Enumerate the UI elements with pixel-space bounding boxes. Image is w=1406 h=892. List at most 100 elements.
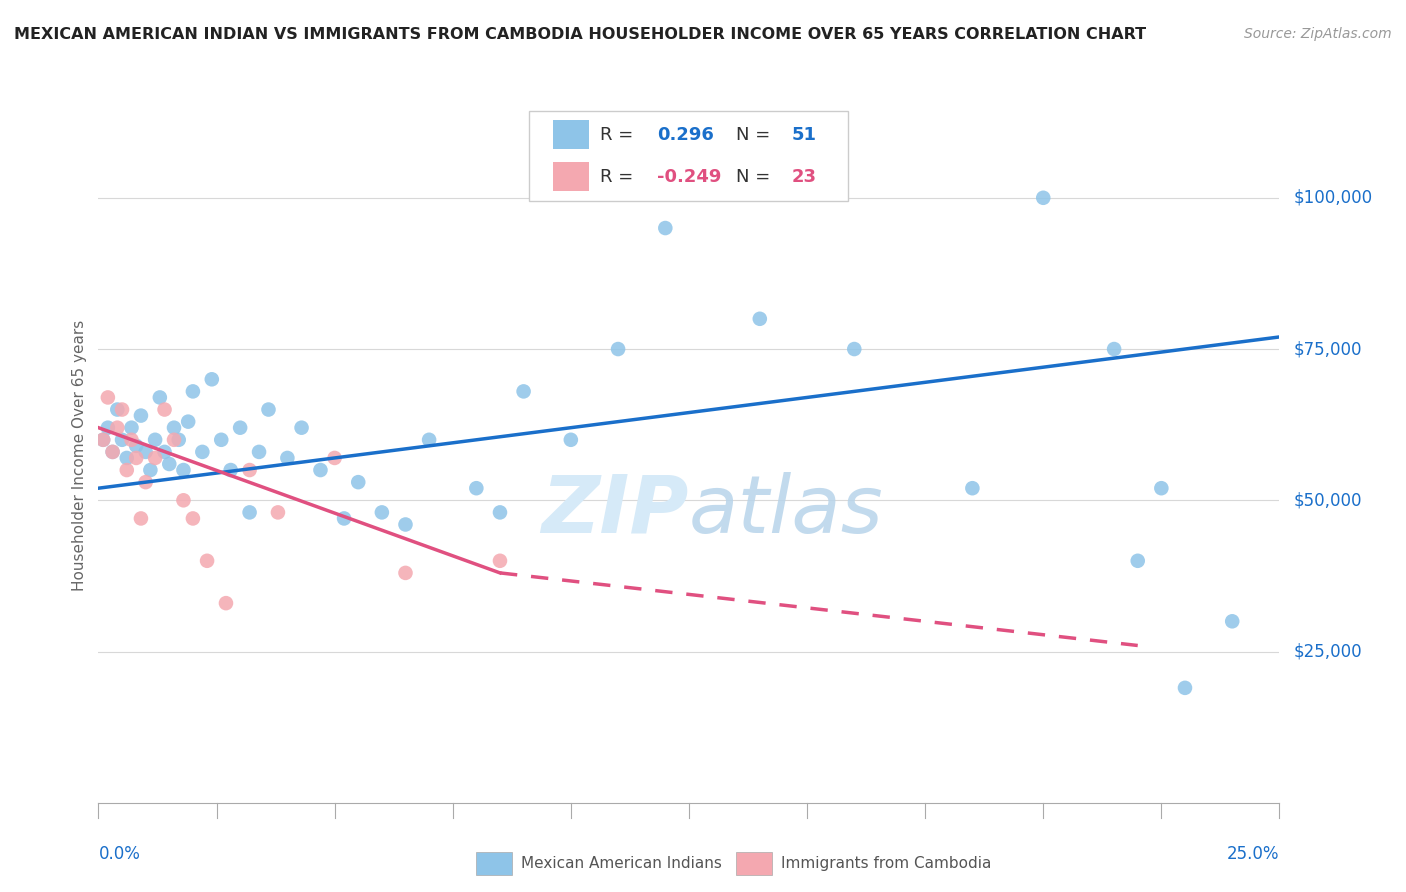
Point xyxy=(201,372,224,386)
Point xyxy=(101,445,124,459)
Point xyxy=(489,505,512,519)
Point xyxy=(97,420,120,434)
Point xyxy=(97,391,120,405)
Point xyxy=(209,433,232,447)
Point xyxy=(153,402,176,417)
Point xyxy=(844,342,866,356)
Point xyxy=(239,505,262,519)
Point xyxy=(139,463,162,477)
Point xyxy=(135,445,157,459)
Point xyxy=(143,433,166,447)
Point xyxy=(512,384,534,399)
Text: 0.0%: 0.0% xyxy=(98,845,141,863)
Text: $25,000: $25,000 xyxy=(1294,642,1362,661)
Text: $50,000: $50,000 xyxy=(1294,491,1362,509)
Point xyxy=(323,450,346,465)
Point xyxy=(135,475,157,490)
Point xyxy=(247,445,270,459)
Point xyxy=(191,445,214,459)
Point xyxy=(229,420,252,434)
Point xyxy=(129,409,152,423)
Point xyxy=(163,433,186,447)
Text: Mexican American Indians: Mexican American Indians xyxy=(522,855,723,871)
Point xyxy=(143,450,166,465)
Text: 0.296: 0.296 xyxy=(657,126,714,144)
Point xyxy=(129,511,152,525)
Point xyxy=(219,463,242,477)
Point xyxy=(172,493,194,508)
Point xyxy=(111,433,134,447)
Point xyxy=(111,402,134,417)
Y-axis label: Householder Income Over 65 years: Householder Income Over 65 years xyxy=(72,319,87,591)
Point xyxy=(465,481,488,495)
Point xyxy=(177,415,200,429)
Point xyxy=(560,433,582,447)
FancyBboxPatch shape xyxy=(737,852,772,875)
Point xyxy=(239,463,262,477)
Point xyxy=(607,342,630,356)
Text: 25.0%: 25.0% xyxy=(1227,845,1279,863)
Point xyxy=(489,554,512,568)
Text: N =: N = xyxy=(737,168,776,186)
Point xyxy=(371,505,394,519)
FancyBboxPatch shape xyxy=(477,852,512,875)
Point xyxy=(962,481,984,495)
Point xyxy=(91,433,114,447)
Point xyxy=(157,457,180,471)
Point xyxy=(115,463,138,477)
Point xyxy=(181,511,204,525)
Point xyxy=(1174,681,1197,695)
Point xyxy=(125,450,148,465)
Point xyxy=(1102,342,1125,356)
Point xyxy=(153,445,176,459)
Point xyxy=(1150,481,1173,495)
Point xyxy=(276,450,298,465)
Point xyxy=(267,505,290,519)
Text: N =: N = xyxy=(737,126,776,144)
Point xyxy=(91,433,114,447)
Text: $75,000: $75,000 xyxy=(1294,340,1362,358)
Point xyxy=(195,554,218,568)
Point xyxy=(290,420,312,434)
Point xyxy=(149,391,172,405)
Text: ZIP: ZIP xyxy=(541,472,689,549)
FancyBboxPatch shape xyxy=(530,111,848,201)
Point xyxy=(748,130,770,145)
Point xyxy=(167,433,190,447)
Point xyxy=(257,402,280,417)
Point xyxy=(333,511,356,525)
Text: R =: R = xyxy=(600,168,640,186)
FancyBboxPatch shape xyxy=(553,120,589,150)
Text: Source: ZipAtlas.com: Source: ZipAtlas.com xyxy=(1244,27,1392,41)
Point xyxy=(309,463,332,477)
Point xyxy=(181,384,204,399)
Point xyxy=(1032,191,1054,205)
FancyBboxPatch shape xyxy=(553,162,589,191)
Point xyxy=(215,596,238,610)
Point xyxy=(654,221,676,235)
Point xyxy=(748,311,770,326)
Point xyxy=(125,439,148,453)
Point xyxy=(105,420,128,434)
Point xyxy=(394,566,416,580)
Text: 23: 23 xyxy=(792,168,817,186)
Point xyxy=(121,420,143,434)
Point xyxy=(115,450,138,465)
Point xyxy=(1220,615,1243,629)
Text: Immigrants from Cambodia: Immigrants from Cambodia xyxy=(782,855,991,871)
Point xyxy=(163,420,186,434)
Point xyxy=(101,445,124,459)
Point xyxy=(105,402,128,417)
Text: -0.249: -0.249 xyxy=(657,168,721,186)
Text: R =: R = xyxy=(600,126,640,144)
Point xyxy=(172,463,194,477)
Point xyxy=(1126,554,1149,568)
Point xyxy=(121,433,143,447)
Text: $100,000: $100,000 xyxy=(1294,189,1372,207)
Text: atlas: atlas xyxy=(689,472,884,549)
Point xyxy=(347,475,370,490)
Text: MEXICAN AMERICAN INDIAN VS IMMIGRANTS FROM CAMBODIA HOUSEHOLDER INCOME OVER 65 Y: MEXICAN AMERICAN INDIAN VS IMMIGRANTS FR… xyxy=(14,27,1146,42)
Text: 51: 51 xyxy=(792,126,817,144)
Point xyxy=(418,433,440,447)
Point xyxy=(394,517,416,532)
